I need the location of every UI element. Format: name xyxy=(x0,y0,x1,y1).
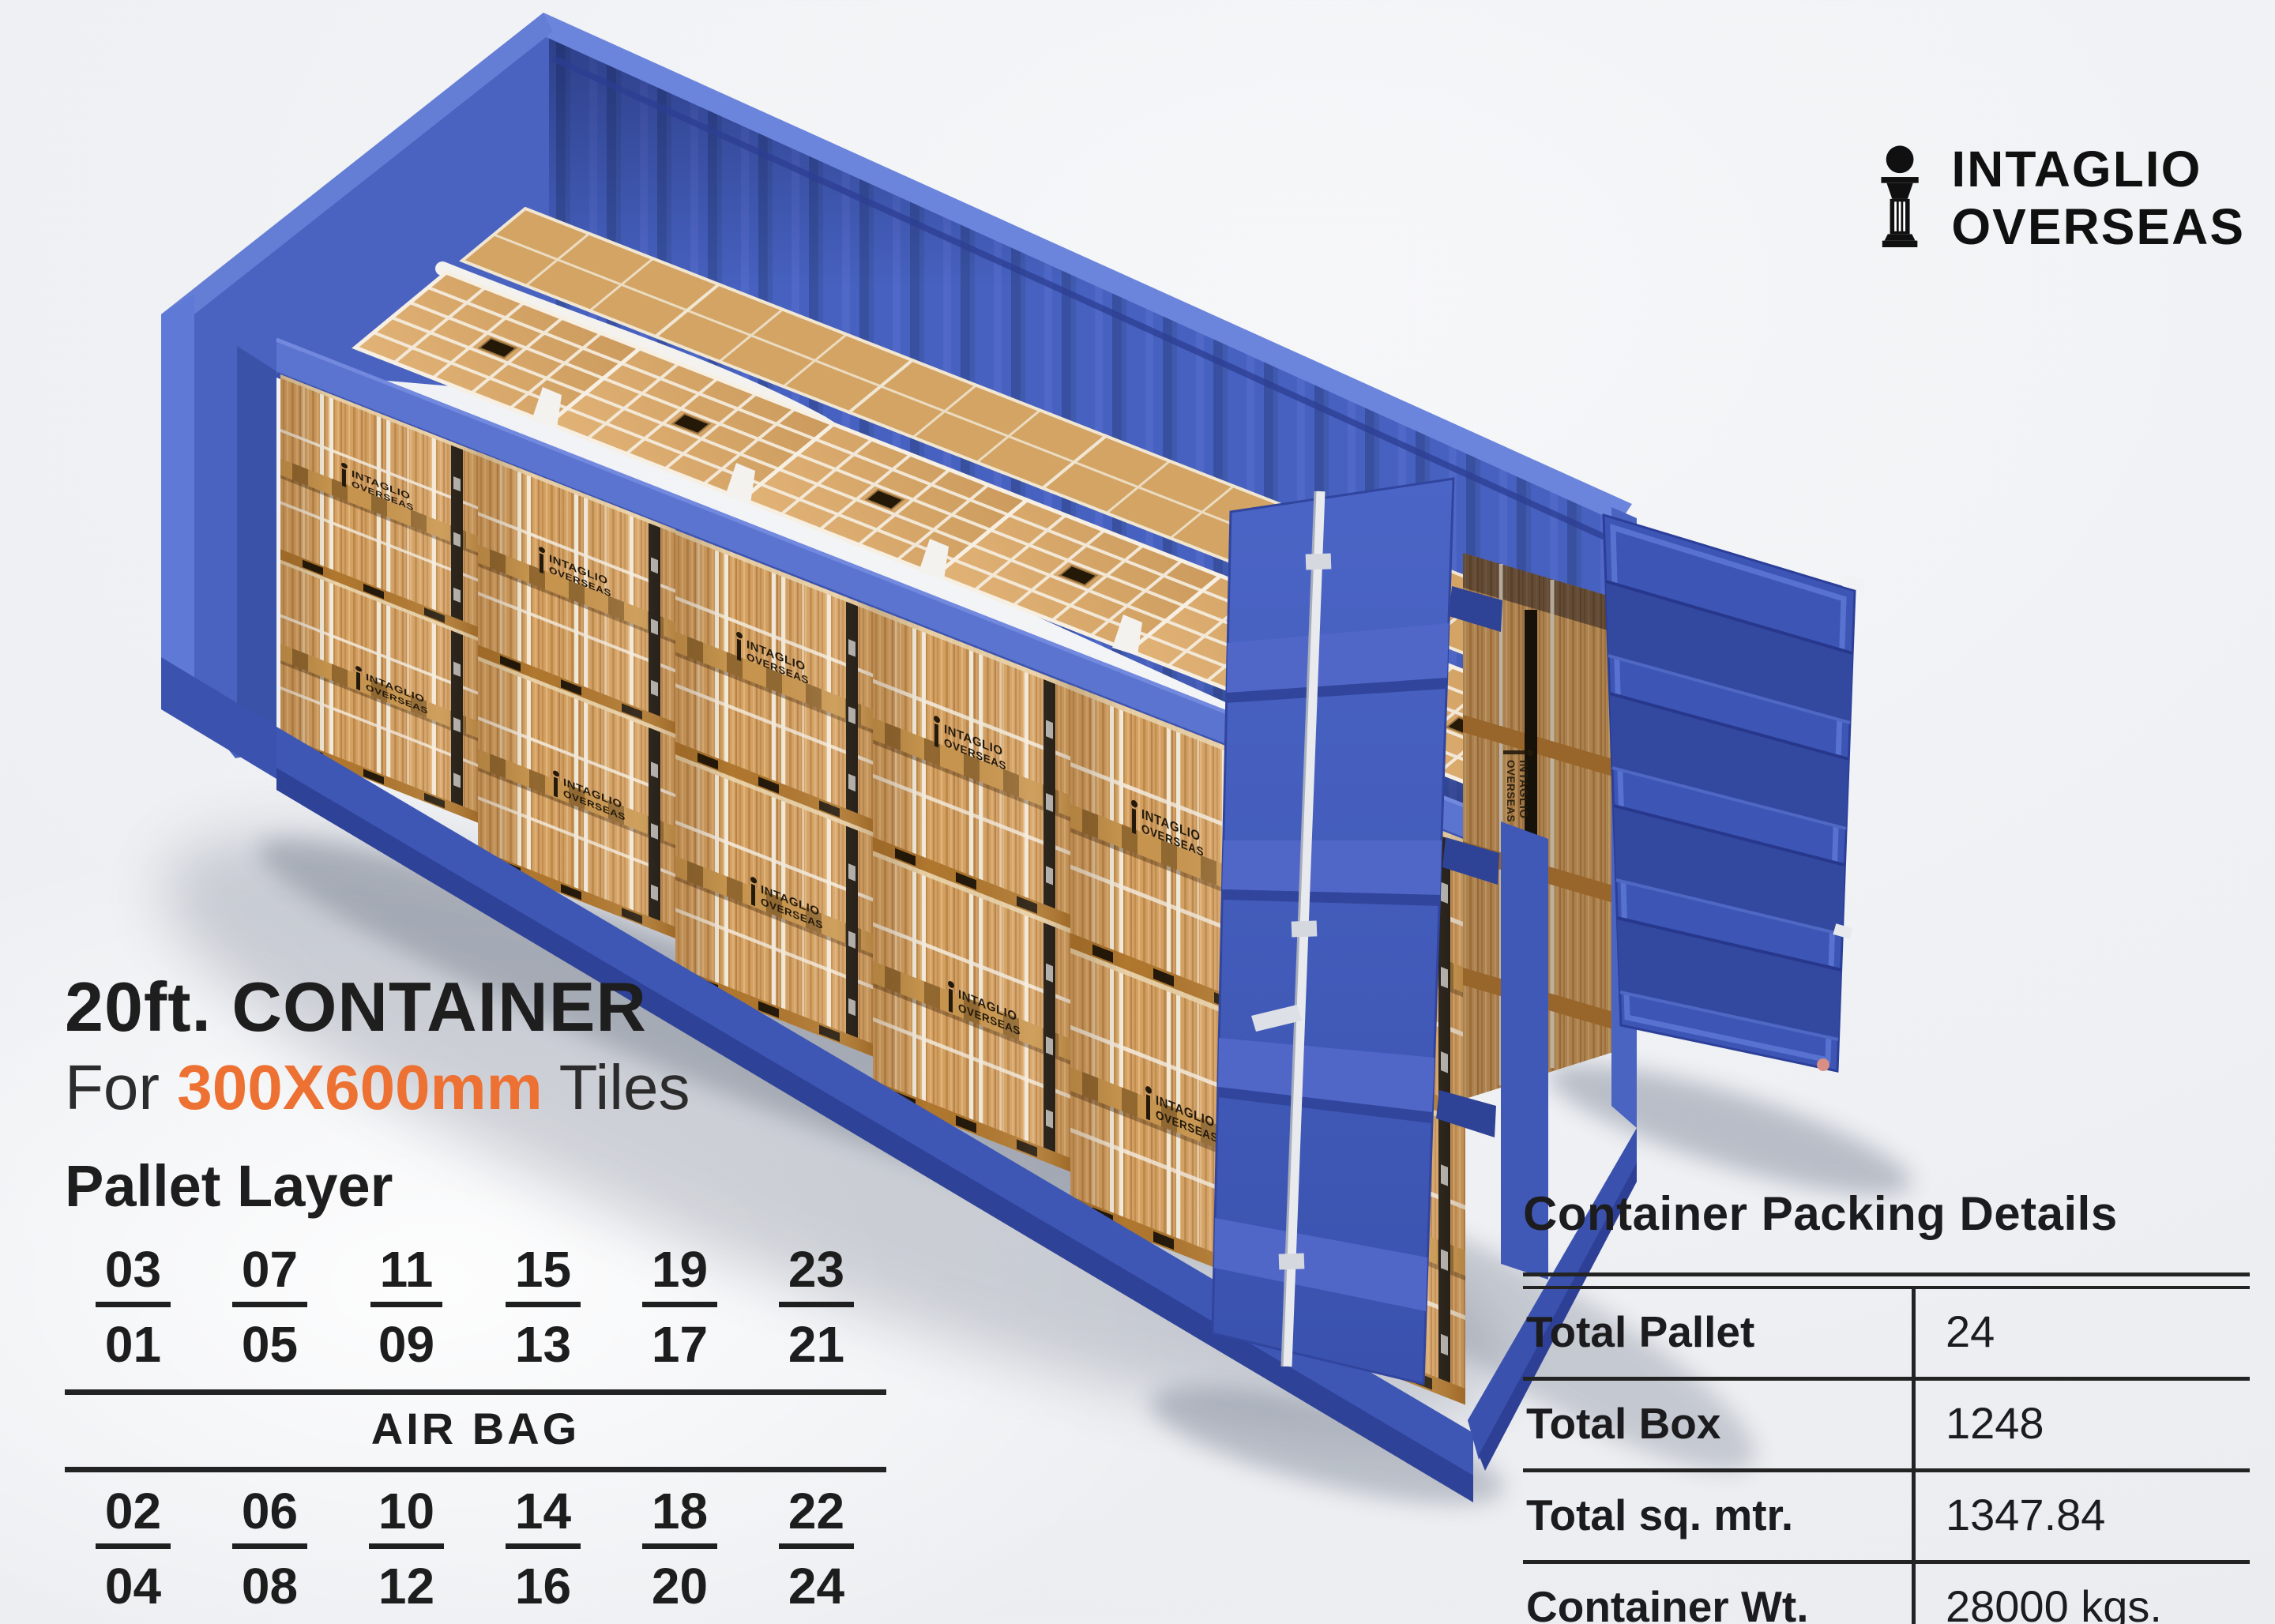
pallet-number: 19 xyxy=(641,1240,718,1307)
pallet-row-top-upper: 03 07 11 15 19 23 xyxy=(65,1240,886,1307)
page-subtitle: For 300X600mm Tiles xyxy=(65,1051,902,1125)
table-row: Total Box 1248 xyxy=(1523,1381,2250,1472)
pallet-number: 20 xyxy=(651,1558,709,1615)
pallet-number: 13 xyxy=(514,1316,572,1373)
page-title: 20ft. CONTAINER xyxy=(65,968,647,1046)
packing-details-heading: Container Packing Details xyxy=(1523,1187,2118,1240)
pallet-number: 11 xyxy=(370,1240,443,1307)
row-label: Total sq. mtr. xyxy=(1526,1490,1794,1539)
container-door-far xyxy=(1602,513,1866,1073)
row-value: 1347.84 xyxy=(1912,1472,2250,1560)
air-bag-label: AIR BAG xyxy=(370,1404,581,1453)
pallet-number: 21 xyxy=(788,1316,845,1373)
pallet-row-bottom-upper: 02 06 10 14 18 22 xyxy=(65,1482,886,1549)
left-end-wall xyxy=(161,294,276,746)
pallet-layer-chart: 03 07 11 15 19 23 01 05 09 13 17 21 AIR … xyxy=(65,1240,886,1618)
pallet-layer-heading: Pallet Layer xyxy=(65,1153,393,1219)
table-row: Total sq. mtr. 1347.84 xyxy=(1523,1472,2250,1564)
air-bag-divider-top xyxy=(65,1389,886,1395)
packing-details-table: Container Packing Details Total Pallet 2… xyxy=(1523,1186,2250,1624)
info-block: 20ft. CONTAINER For 300X600mm Tiles Pall… xyxy=(65,968,902,1618)
pallet-number: 10 xyxy=(368,1482,445,1549)
pallet-number: 09 xyxy=(378,1316,435,1373)
rim-left-top xyxy=(161,13,553,332)
pallet-number: 16 xyxy=(514,1558,572,1615)
pallet-number: 14 xyxy=(505,1482,581,1549)
pallet-number: 06 xyxy=(231,1482,308,1549)
pallet-number: 02 xyxy=(95,1482,171,1549)
row-label: Total Pallet xyxy=(1526,1306,1755,1356)
column-pillar-icon xyxy=(1881,145,1919,247)
tile-size-highlight: 300X600mm xyxy=(177,1052,543,1122)
pallet-row-bottom-lower: 04 08 12 16 20 24 xyxy=(65,1557,886,1618)
row-label: Container Wt. xyxy=(1526,1581,1809,1624)
row-label: Total Box xyxy=(1526,1398,1721,1448)
pallet-number: 24 xyxy=(788,1558,845,1615)
table-row: Container Wt. 28000 kgs. xyxy=(1523,1564,2250,1624)
pallet-number: 01 xyxy=(104,1316,162,1373)
brand-name-line1: INTAGLIO xyxy=(1951,141,2202,197)
air-bag-divider-bottom xyxy=(65,1467,886,1472)
pallet-number: 08 xyxy=(241,1558,299,1615)
pallet-number: 05 xyxy=(241,1316,299,1373)
door-hinge xyxy=(1842,573,1866,592)
brand-lockup: INTAGLIO OVERSEAS xyxy=(1866,115,2245,281)
pallet-row-top-lower: 01 05 09 13 17 21 xyxy=(65,1315,886,1377)
container-door-near xyxy=(1211,477,1502,1385)
bottom-front-rail xyxy=(161,657,1473,1502)
pallet-number: 15 xyxy=(505,1240,581,1307)
back-wall-top-groove xyxy=(551,55,1627,550)
row-value: 1248 xyxy=(1912,1381,2250,1468)
pallet-number: 18 xyxy=(641,1482,718,1549)
subtitle-prefix: For xyxy=(65,1052,178,1122)
row-value: 28000 kgs. xyxy=(1912,1564,2250,1624)
brand-name-line2: OVERSEAS xyxy=(1951,198,2245,255)
table-top-rule xyxy=(1523,1273,2250,1289)
pallet-number: 22 xyxy=(778,1482,855,1549)
pallet-number: 03 xyxy=(95,1240,171,1307)
pallet-number: 12 xyxy=(378,1558,435,1615)
rim-back-top xyxy=(534,13,1632,523)
door-handle xyxy=(1251,1005,1302,1032)
pallet-number: 23 xyxy=(778,1240,855,1307)
pallet-number: 17 xyxy=(651,1316,709,1373)
pallet-number: 04 xyxy=(104,1558,162,1615)
subtitle-suffix: Tiles xyxy=(542,1052,690,1122)
right-end-frame xyxy=(1468,507,1637,1471)
table-row: Total Pallet 24 xyxy=(1523,1289,2250,1381)
pallet-number: 07 xyxy=(231,1240,308,1307)
row-value: 24 xyxy=(1912,1289,2250,1377)
